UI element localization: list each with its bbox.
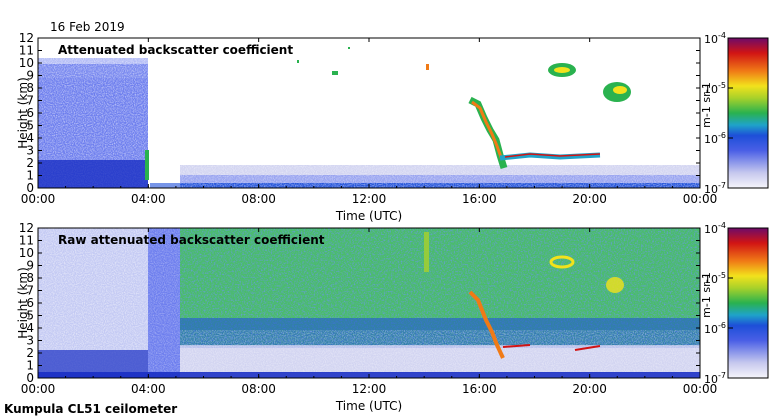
colorbar-label: m-1 sr-1 [700,82,713,128]
cloud-base-core [504,153,601,158]
y-tick-label: 2 [26,346,34,360]
y-tick-label: 8 [26,81,34,95]
speck-4 [426,64,429,70]
y-tick-label: 3 [26,144,34,158]
colorbar-2 [727,227,769,379]
y-tick-label: 3 [26,334,34,348]
date-label: 16 Feb 2019 [50,20,125,34]
y-tick-label: 7 [26,284,34,298]
raw-white-texture [180,330,700,375]
axes-layer: 00:00 04:00 08:00 12:00 16:00 20:00 00:0001234… [16,31,733,413]
y-tick-label: 5 [26,119,34,133]
x-tick-label: 12:00 [352,192,387,206]
colorbar-tick-label: 10-7 [704,371,726,386]
panel-title: Raw attenuated backscatter coefficient [58,233,325,247]
x-tick-label: 00:00 [21,382,56,396]
y-tick-label: 6 [26,296,34,310]
y-tick-label: 7 [26,94,34,108]
raw-gap-texture [148,228,180,378]
footer-label: Kumpula CL51 ceilometer [4,402,178,416]
raw-high-cloud-2 [606,277,624,293]
y-axis-label: Height (km) [16,77,30,148]
raw-yellow-specks [180,228,700,318]
y-tick-label: 10 [19,246,34,260]
y-tick-label: 5 [26,309,34,323]
speck-2 [297,60,299,63]
y-axis-label: Height (km) [16,267,30,338]
raw-vertical-streak [424,232,429,272]
speck-1 [348,47,350,49]
x-tick-label: 20:00 [572,192,607,206]
x-tick-label: 16:00 [462,382,497,396]
boundary-layer-texture [180,160,700,188]
axes-panel-2: 00:00 04:00 08:00 12:00 16:00 20:00 00:0001234… [16,221,733,413]
x-axis-label: Time (UTC) [335,399,402,413]
y-tick-label: 12 [19,31,34,45]
speck-3 [332,71,338,75]
y-tick-label: 9 [26,259,34,273]
cloud-slope-core [471,100,504,161]
high-cloud-2-core [613,86,627,94]
y-tick-label: 10 [19,56,34,70]
colorbar-1 [727,37,769,189]
y-tick-label: 11 [19,44,34,58]
raw-high-cloud-1 [549,255,575,269]
y-tick-label: 4 [26,131,34,145]
high-cloud-1-core [554,67,570,73]
x-tick-label: 08:00 [241,382,276,396]
colorbar-label: m-1 sr-1 [700,272,713,318]
x-tick-label: 04:00 [131,382,166,396]
y-tick-label: 0 [26,371,34,385]
y-tick-label: 1 [26,359,34,373]
gap-bottom [150,183,180,188]
panel-title: Attenuated backscatter coefficient [58,43,293,57]
y-tick-label: 9 [26,69,34,83]
raw-cloud-base [502,344,601,351]
y-tick-label: 8 [26,271,34,285]
x-axis-label: Time (UTC) [335,209,402,223]
colorbar-tick-label: 10-5 [704,271,726,286]
x-tick-label: 00:00 [683,382,718,396]
x-tick-label: 12:00 [352,382,387,396]
x-tick-label: 08:00 [241,192,276,206]
colorbar-tick-label: 10-6 [704,131,726,146]
colorbar-tick-label: 10-6 [704,321,726,336]
y-tick-label: 11 [19,234,34,248]
early-green-edge [145,150,149,180]
x-tick-label: 00:00 [21,192,56,206]
raw-cloud-slope [468,290,505,359]
attenuated-backscatter-panel [38,38,700,188]
colorbar-tick-label: 10-4 [704,31,726,46]
colorbar-tick-label: 10-7 [704,181,726,196]
y-tick-label: 6 [26,106,34,120]
y-tick-label: 4 [26,321,34,335]
x-tick-label: 20:00 [572,382,607,396]
raw-attenuated-backscatter-panel [38,228,700,378]
y-tick-label: 2 [26,156,34,170]
early-layer-dense [38,160,148,188]
y-tick-label: 12 [19,221,34,235]
x-tick-label: 16:00 [462,192,497,206]
x-tick-label: 04:00 [131,192,166,206]
y-tick-label: 1 [26,169,34,183]
x-tick-label: 00:00 [683,192,718,206]
colorbar-tick-label: 10-4 [704,221,726,236]
axes-panel-1: 00:00 04:00 08:00 12:00 16:00 20:00 00:0001234… [16,31,733,223]
colorbar-tick-label: 10-5 [704,81,726,96]
y-tick-label: 0 [26,181,34,195]
